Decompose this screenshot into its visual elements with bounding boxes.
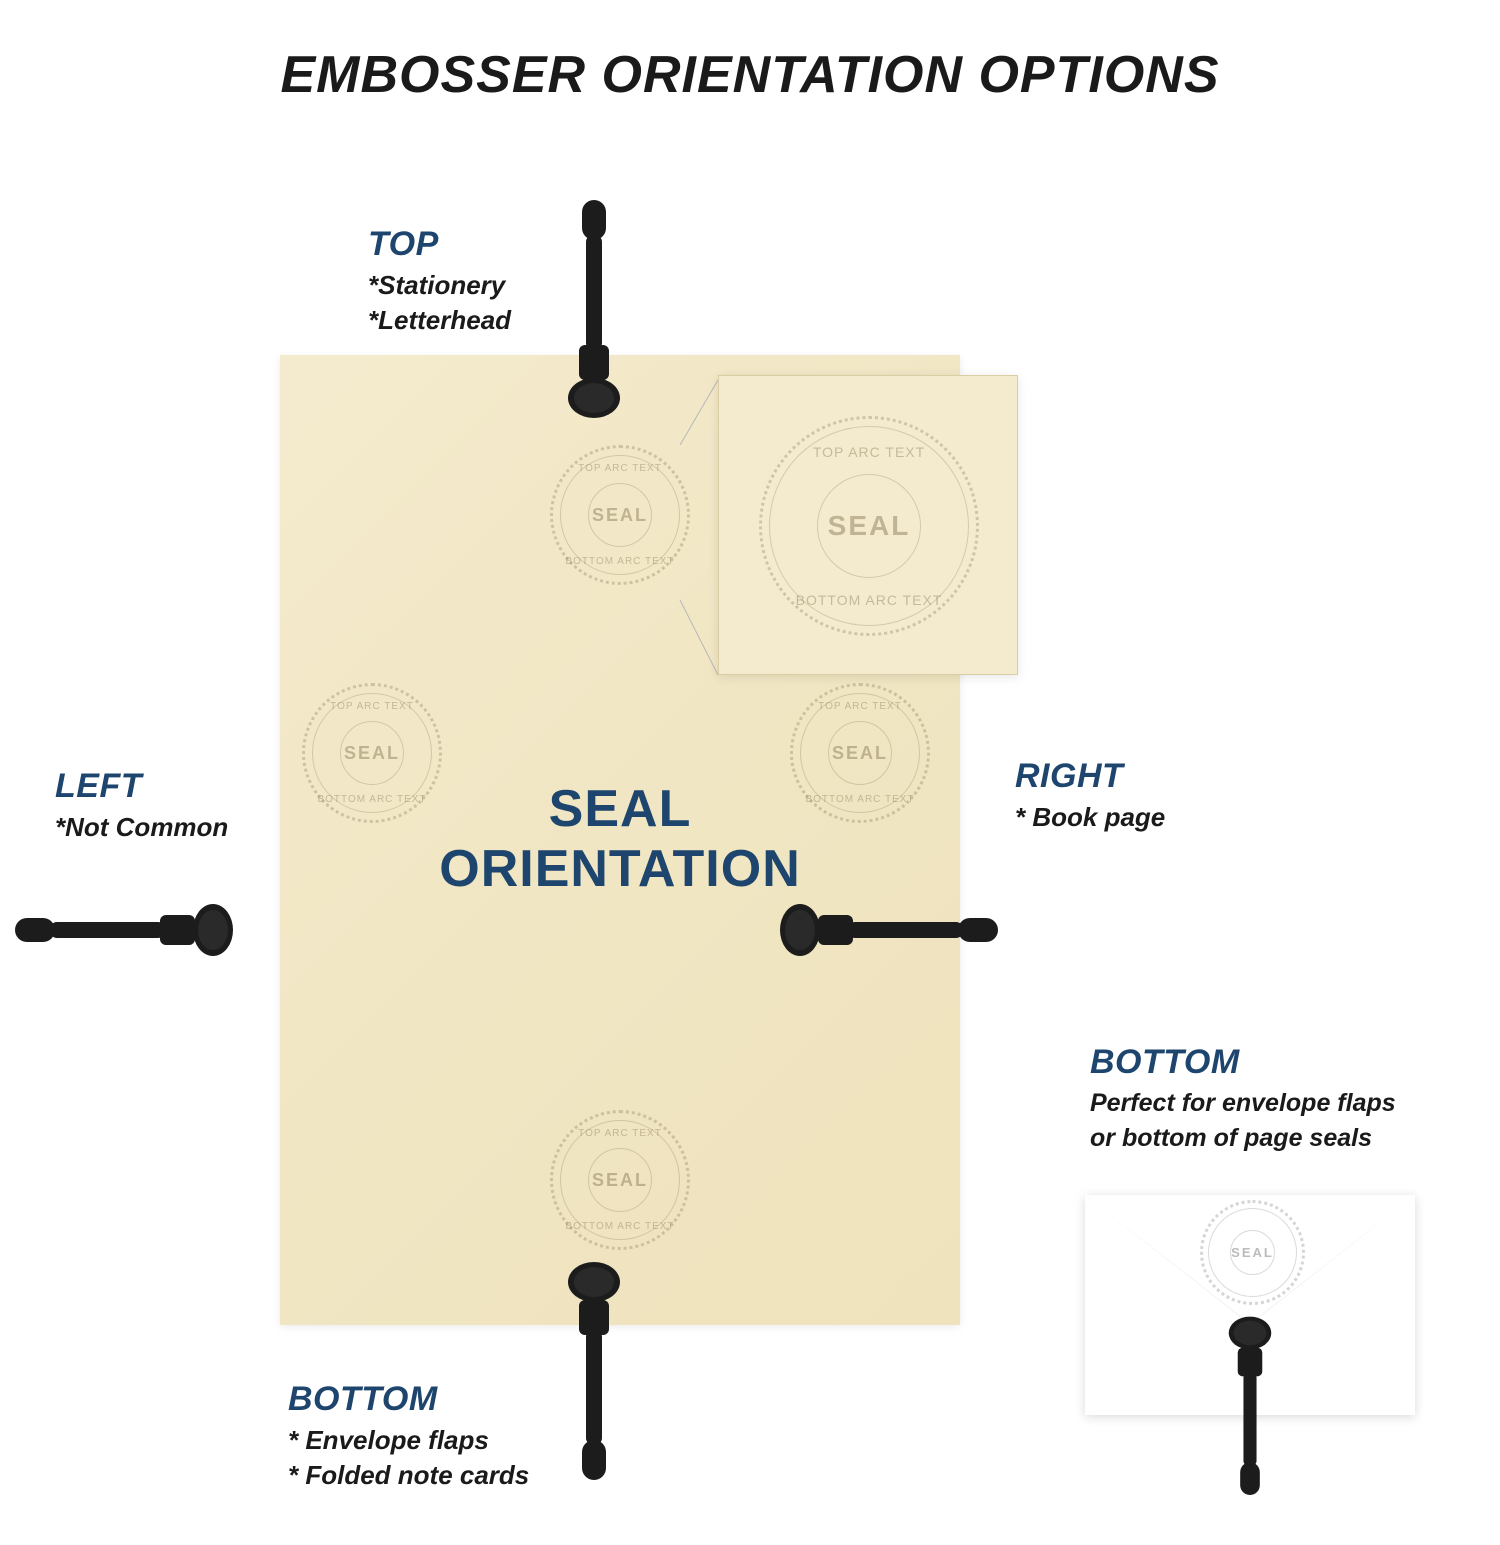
label-left-line1: *Not Common xyxy=(55,810,228,845)
label-left-heading: LEFT xyxy=(55,767,228,806)
zoom-panel: TOP ARC TEXT SEAL BOTTOM ARC TEXT xyxy=(718,375,1018,675)
seal-impression-envelope: SEAL xyxy=(1200,1200,1305,1305)
label-right-heading: RIGHT xyxy=(1015,757,1165,796)
label-bottom-line2: * Folded note cards xyxy=(288,1458,529,1493)
diagram-canvas: TOP ARC TEXT SEAL BOTTOM ARC TEXT TOP AR… xyxy=(0,45,1500,1545)
label-top: TOP *Stationery *Letterhead xyxy=(368,225,511,338)
embosser-bottom xyxy=(564,1260,624,1480)
seal-impression-bottom: TOP ARC TEXT SEAL BOTTOM ARC TEXT xyxy=(550,1110,690,1250)
seal-impression-top: TOP ARC TEXT SEAL BOTTOM ARC TEXT xyxy=(550,445,690,585)
embosser-top xyxy=(564,200,624,420)
seal-impression-right: TOP ARC TEXT SEAL BOTTOM ARC TEXT xyxy=(790,683,930,823)
seal-impression-zoom: TOP ARC TEXT SEAL BOTTOM ARC TEXT xyxy=(759,416,979,636)
label-bottom-line1: * Envelope flaps xyxy=(288,1423,529,1458)
label-right: RIGHT * Book page xyxy=(1015,757,1165,835)
label-top-heading: TOP xyxy=(368,225,511,264)
paper-center-label: SEAL ORIENTATION xyxy=(439,780,801,900)
label-bottom-detail-heading: BOTTOM xyxy=(1090,1043,1396,1082)
embosser-left xyxy=(15,900,235,960)
seal-bottom-arc: BOTTOM ARC TEXT xyxy=(550,556,690,567)
seal-impression-left: TOP ARC TEXT SEAL BOTTOM ARC TEXT xyxy=(302,683,442,823)
embosser-right xyxy=(778,900,998,960)
envelope-illustration: SEAL xyxy=(1085,1195,1415,1425)
label-right-line1: * Book page xyxy=(1015,800,1165,835)
label-left: LEFT *Not Common xyxy=(55,767,228,845)
embosser-envelope xyxy=(1225,1315,1275,1495)
label-top-line2: *Letterhead xyxy=(368,303,511,338)
label-bottom-heading: BOTTOM xyxy=(288,1380,529,1419)
label-bottom-detail: BOTTOM Perfect for envelope flaps or bot… xyxy=(1090,1043,1396,1156)
label-top-line1: *Stationery xyxy=(368,268,511,303)
label-bottom: BOTTOM * Envelope flaps * Folded note ca… xyxy=(288,1380,529,1493)
label-bottom-detail-line1: Perfect for envelope flaps xyxy=(1090,1086,1396,1121)
label-bottom-detail-line2: or bottom of page seals xyxy=(1090,1121,1396,1156)
